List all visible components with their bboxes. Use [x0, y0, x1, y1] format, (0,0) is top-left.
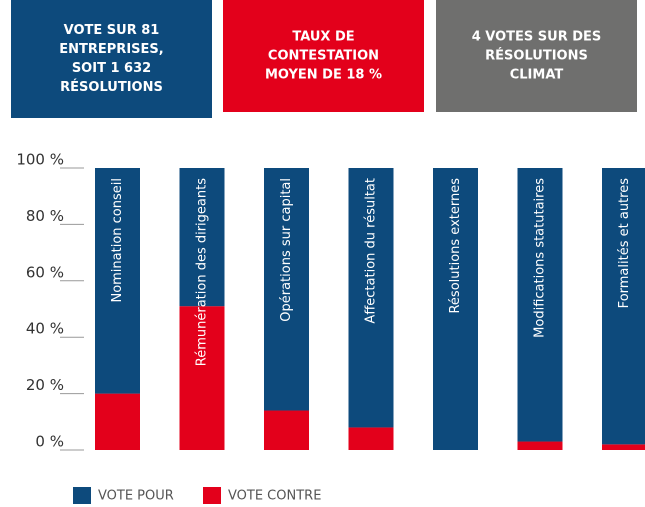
y-tick-label: 40 %: [26, 320, 64, 338]
header-text: 4 VOTES SUR DES: [472, 30, 602, 45]
legend-label: VOTE CONTRE: [228, 489, 321, 504]
header-text: VOTE SUR 81: [64, 23, 160, 38]
category-label: Résolutions externes: [448, 178, 463, 314]
y-tick-label: 20 %: [26, 376, 64, 394]
category-label: Formalités et autres: [617, 178, 632, 309]
bar-segment: [433, 168, 478, 450]
bar-segment: [95, 168, 140, 394]
y-tick-label: 0 %: [35, 433, 64, 451]
header-text: RÉSOLUTIONS: [60, 79, 163, 95]
category-label: Nomination conseil: [110, 178, 125, 303]
bar-segment: [179, 306, 225, 450]
bar-segment: [517, 441, 563, 450]
header-box: [436, 0, 637, 112]
bar-segment: [602, 444, 645, 450]
bar-segment: [517, 168, 563, 442]
bar-segment: [95, 393, 140, 450]
bar-segment: [264, 168, 309, 411]
bar-segment: [348, 427, 394, 450]
bar-segment: [602, 168, 645, 445]
header-box: [223, 0, 424, 112]
header-text: SOIT 1 632: [72, 61, 151, 76]
header-text: CLIMAT: [510, 68, 564, 83]
category-label: Modifications statutaires: [533, 178, 548, 338]
category-label: Affectation du résultat: [364, 178, 379, 324]
header-text: RÉSOLUTIONS: [485, 48, 588, 64]
header-text: MOYEN DE 18 %: [265, 68, 382, 83]
legend-swatch: [203, 487, 221, 504]
legend-swatch: [73, 487, 91, 504]
header-text: CONTESTATION: [268, 49, 379, 64]
category-label: Rémunération des dirigeants: [195, 178, 210, 366]
header-text: ENTREPRISES,: [59, 42, 163, 57]
bar-segment: [179, 168, 225, 307]
header-text: TAUX DE: [292, 30, 354, 45]
bar-segment: [264, 410, 309, 450]
category-label: Opérations sur capital: [279, 178, 294, 322]
bar-segment: [348, 168, 394, 428]
y-tick-label: 80 %: [26, 207, 64, 225]
header-box: [11, 0, 212, 118]
legend-label: VOTE POUR: [98, 489, 174, 504]
y-tick-label: 60 %: [26, 263, 64, 281]
y-tick-label: 100 %: [16, 151, 64, 169]
